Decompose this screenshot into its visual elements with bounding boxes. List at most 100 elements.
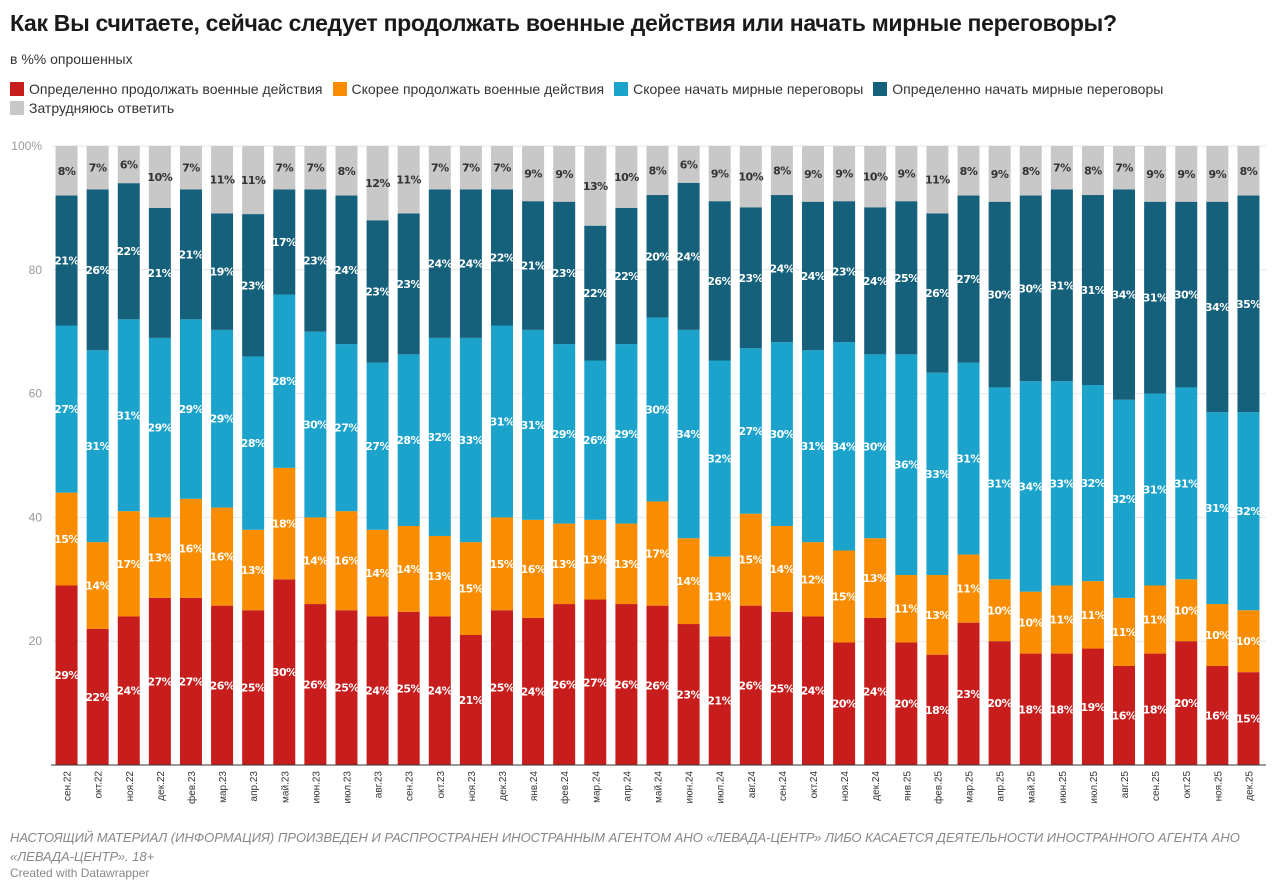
bar-segment <box>86 189 109 351</box>
data-label: 30% <box>987 289 1012 302</box>
data-label: 21% <box>147 267 172 280</box>
data-label: 7% <box>307 162 325 175</box>
x-tick-label: авг.25 <box>1120 771 1131 799</box>
x-tick-label: июл.23 <box>342 771 353 804</box>
data-label: 10% <box>738 171 763 184</box>
data-label: 15% <box>738 554 763 567</box>
data-label: 11% <box>956 583 981 596</box>
x-tick-label: сен.22 <box>63 771 74 801</box>
data-label: 29% <box>179 403 204 416</box>
bar-segment <box>148 207 171 338</box>
data-label: 8% <box>773 165 791 178</box>
legend-item: Скорее начать мирные переговоры <box>614 80 863 99</box>
data-label: 26% <box>707 275 732 288</box>
data-label: 28% <box>396 434 421 447</box>
x-tick-label: дек.23 <box>498 771 509 801</box>
data-label: 24% <box>521 685 546 698</box>
bar-segment <box>1113 399 1136 598</box>
bar-segment <box>677 182 700 330</box>
bar-segment <box>1237 672 1260 765</box>
bar-segment <box>1206 201 1229 413</box>
bar-segment <box>179 146 202 190</box>
data-label: 29% <box>614 428 639 441</box>
bar-segment <box>1237 412 1260 611</box>
bar-segment <box>117 319 140 512</box>
data-label: 17% <box>272 236 297 249</box>
bar-segment <box>708 360 731 557</box>
x-tick-label: сен.25 <box>1151 771 1162 801</box>
bar-segment <box>397 146 420 214</box>
bar-segment <box>646 195 669 318</box>
data-label: 16% <box>179 542 204 555</box>
data-label: 13% <box>241 564 266 577</box>
bar-segment <box>770 525 793 612</box>
bar-segment <box>1206 665 1229 765</box>
data-label: 34% <box>676 428 701 441</box>
data-label: 11% <box>1143 614 1168 627</box>
bar-segment <box>770 342 793 526</box>
bar-segment <box>1175 387 1198 580</box>
bar-segment <box>615 523 638 605</box>
data-label: 17% <box>645 548 670 561</box>
x-tick-label: дек.22 <box>156 771 167 801</box>
bar-segment <box>273 189 296 295</box>
bar-segment <box>708 636 731 765</box>
bar-segment <box>584 146 607 226</box>
bar-segment <box>428 616 451 765</box>
bar-segment <box>1237 146 1260 196</box>
data-label: 7% <box>275 162 293 175</box>
bar-segment <box>584 519 607 600</box>
y-tick-label: 100% <box>11 139 42 153</box>
bar-segment <box>1081 385 1104 582</box>
bar-segment <box>615 604 638 765</box>
data-label: 20% <box>987 697 1012 710</box>
data-label: 32% <box>1236 505 1261 518</box>
x-tick-label: апр.24 <box>622 771 633 802</box>
bar-segment <box>1050 381 1073 586</box>
data-label: 14% <box>676 575 701 588</box>
x-tick-label: окт.24 <box>809 771 820 799</box>
bar-segment <box>739 146 762 208</box>
datawrapper-credit[interactable]: Created with Datawrapper <box>10 866 150 880</box>
bar-segment <box>428 337 451 536</box>
bar-segment <box>1144 585 1167 654</box>
bar-segment <box>646 605 669 765</box>
bar-segment <box>397 525 420 612</box>
x-tick-label: июн.25 <box>1058 771 1069 804</box>
bar-segment <box>522 519 545 618</box>
data-label: 9% <box>835 168 853 181</box>
x-tick-label: апр.23 <box>249 771 260 802</box>
bar-segment <box>1019 146 1042 196</box>
x-tick-label: май.23 <box>280 771 291 803</box>
data-label: 24% <box>801 685 826 698</box>
bar-segment <box>770 611 793 765</box>
bar-segment <box>148 597 171 765</box>
bar-segment <box>1237 610 1260 673</box>
data-label: 11% <box>1112 626 1137 639</box>
bar-segment <box>708 201 731 361</box>
bar-segment <box>335 610 358 765</box>
data-label: 12% <box>801 573 826 586</box>
x-tick-label: фев.23 <box>186 771 198 804</box>
data-label: 18% <box>1049 703 1074 716</box>
data-label: 15% <box>458 583 483 596</box>
data-label: 21% <box>458 694 483 707</box>
legend-item: Определенно продолжать военные действия <box>10 80 323 99</box>
data-label: 34% <box>1205 301 1230 314</box>
bar-segment <box>864 146 887 208</box>
bar-segment <box>522 201 545 330</box>
bar-segment <box>1113 189 1136 400</box>
bar-segment <box>988 201 1011 388</box>
bar-segment <box>553 146 576 202</box>
bar-segment <box>957 195 980 363</box>
x-tick-label: авг.23 <box>374 771 385 799</box>
bar-segment <box>148 146 171 208</box>
data-label: 9% <box>1209 168 1227 181</box>
data-label: 27% <box>583 676 608 689</box>
bar-segment <box>242 356 265 530</box>
data-label: 23% <box>396 278 421 291</box>
bar-segment <box>926 654 949 765</box>
bar-segment <box>1175 201 1198 388</box>
data-label: 20% <box>894 698 919 711</box>
bar-segment <box>553 523 576 605</box>
